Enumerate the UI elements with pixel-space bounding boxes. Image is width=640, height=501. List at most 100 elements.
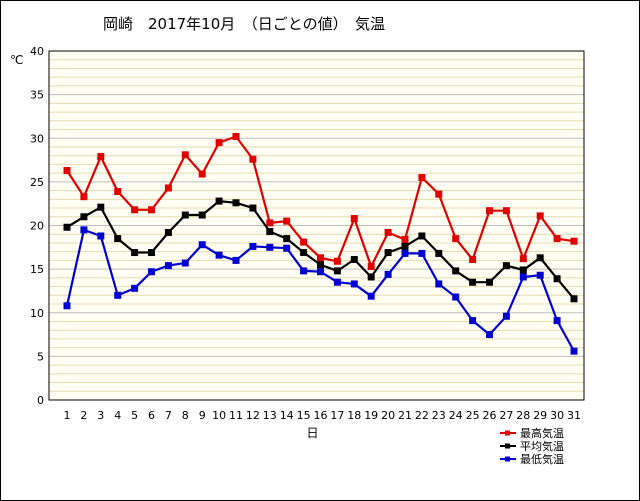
grid — [49, 51, 584, 400]
y-axis-label: ℃ — [10, 53, 23, 67]
data-point — [232, 133, 240, 141]
legend-marker — [505, 430, 510, 436]
series-3 — [63, 226, 578, 355]
data-point — [164, 262, 172, 270]
data-point — [553, 235, 561, 243]
data-point — [283, 235, 291, 243]
data-point — [148, 249, 155, 257]
chart-title: 岡崎 2017年10月 （日ごとの値） 気温 — [103, 15, 386, 33]
data-point — [333, 257, 341, 265]
data-point — [249, 155, 257, 163]
data-point — [486, 331, 493, 339]
x-tick-label: 29 — [533, 409, 547, 422]
data-point — [502, 312, 510, 320]
data-point — [164, 184, 172, 192]
x-tick-label: 31 — [567, 409, 581, 422]
data-point — [452, 267, 460, 275]
data-point — [384, 249, 392, 257]
x-tick-label: 4 — [114, 409, 121, 422]
legend-label: 最高気温 — [520, 426, 564, 440]
x-tick-label: 14 — [280, 409, 294, 422]
data-point — [486, 278, 493, 286]
x-tick-label: 9 — [199, 409, 206, 422]
data-point — [97, 232, 105, 240]
data-point — [486, 207, 493, 215]
y-tick-label: 5 — [37, 350, 44, 363]
x-tick-label: 25 — [466, 409, 480, 422]
y-tick-label: 35 — [30, 89, 44, 102]
data-point — [148, 206, 155, 214]
data-point — [367, 263, 375, 271]
series-1 — [63, 133, 578, 271]
data-point — [164, 228, 172, 236]
x-tick-label: 30 — [550, 409, 564, 422]
data-point — [418, 249, 426, 257]
data-point — [570, 295, 578, 303]
data-point — [536, 212, 544, 220]
data-point — [570, 347, 578, 355]
data-point — [232, 199, 240, 207]
x-tick-label: 7 — [165, 409, 172, 422]
data-point — [232, 256, 240, 264]
x-tick-label: 22 — [415, 409, 429, 422]
data-point — [63, 167, 71, 175]
x-tick-label: 10 — [212, 409, 226, 422]
data-point — [97, 153, 105, 161]
data-point — [317, 261, 324, 269]
data-point — [519, 255, 527, 263]
x-tick-label: 12 — [246, 409, 260, 422]
data-point — [367, 273, 375, 281]
data-point — [63, 302, 71, 310]
data-point — [266, 219, 274, 227]
data-point — [198, 211, 206, 219]
data-point — [131, 284, 139, 292]
data-point — [367, 292, 375, 300]
data-point — [283, 244, 291, 252]
data-point — [215, 251, 223, 259]
data-point — [181, 259, 189, 267]
data-point — [148, 268, 155, 276]
legend-marker — [505, 443, 510, 449]
data-point — [401, 249, 409, 257]
data-point — [266, 243, 274, 251]
x-tick-label: 13 — [263, 409, 277, 422]
data-point — [570, 237, 578, 245]
x-axis-label: 日 — [306, 426, 318, 440]
y-tick-label: 40 — [30, 45, 44, 58]
y-tick-label: 30 — [30, 132, 44, 145]
data-point — [63, 223, 71, 231]
data-point — [114, 235, 122, 243]
y-tick-label: 0 — [37, 394, 44, 407]
x-tick-label: 19 — [364, 409, 378, 422]
x-tick-label: 23 — [432, 409, 446, 422]
data-point — [553, 317, 561, 325]
data-point — [418, 174, 426, 182]
x-tick-label: 8 — [182, 409, 189, 422]
data-point — [418, 232, 426, 240]
data-point — [97, 203, 105, 211]
data-point — [452, 235, 460, 243]
y-tick-label: 15 — [30, 263, 44, 276]
data-point — [519, 266, 527, 274]
data-point — [300, 267, 308, 275]
data-point — [181, 211, 189, 219]
data-point — [536, 271, 544, 279]
x-tick-label: 18 — [347, 409, 361, 422]
data-point — [553, 275, 561, 283]
y-tick-label: 25 — [30, 176, 44, 189]
x-tick-label: 2 — [80, 409, 87, 422]
data-point — [80, 226, 88, 234]
data-point — [317, 254, 324, 262]
data-point — [502, 207, 510, 215]
data-point — [435, 280, 443, 288]
data-point — [401, 242, 409, 250]
x-tick-label: 11 — [229, 409, 243, 422]
data-point — [350, 256, 358, 264]
data-point — [384, 270, 392, 278]
legend-label: 平均気温 — [520, 439, 564, 453]
data-point — [131, 249, 139, 257]
data-point — [435, 190, 443, 198]
data-point — [181, 151, 189, 159]
data-point — [536, 254, 544, 262]
